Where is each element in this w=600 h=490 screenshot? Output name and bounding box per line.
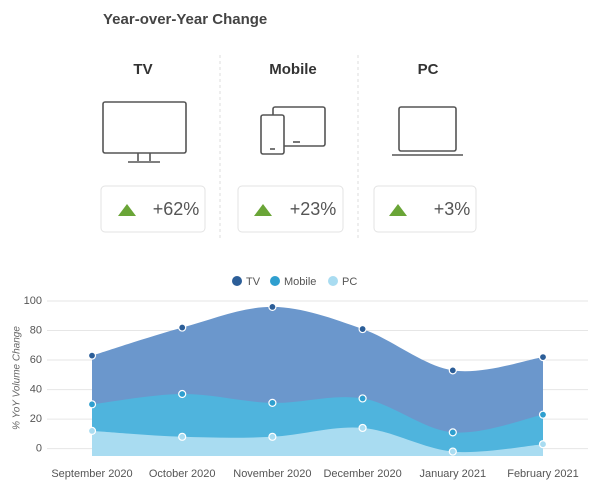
point bbox=[268, 302, 277, 312]
point bbox=[358, 423, 367, 433]
point bbox=[87, 400, 97, 409]
point bbox=[87, 351, 97, 360]
y-tick-label: 100 bbox=[24, 295, 42, 307]
x-tick-label: November 2020 bbox=[233, 468, 311, 480]
point bbox=[448, 428, 457, 437]
card-label: PC bbox=[418, 61, 439, 78]
legend-label: Mobile bbox=[284, 276, 316, 288]
point bbox=[538, 352, 548, 362]
card-label: TV bbox=[133, 61, 152, 78]
point bbox=[178, 323, 187, 332]
laptop-icon bbox=[392, 106, 463, 156]
point bbox=[268, 398, 277, 407]
page-title: Year-over-Year Change bbox=[103, 11, 267, 28]
point bbox=[538, 410, 548, 419]
point bbox=[358, 394, 367, 403]
x-tick-label: September 2020 bbox=[51, 468, 132, 480]
point bbox=[448, 447, 457, 456]
x-tick-label: October 2020 bbox=[149, 468, 216, 480]
change-value: +62% bbox=[153, 199, 200, 219]
legend-label: TV bbox=[246, 276, 261, 288]
x-tick-label: January 2021 bbox=[419, 468, 486, 480]
change-value: +3% bbox=[434, 199, 471, 219]
x-tick-label: December 2020 bbox=[323, 468, 401, 480]
mobile-icon bbox=[260, 106, 326, 155]
legend-label: PC bbox=[342, 276, 357, 288]
point bbox=[358, 324, 367, 334]
y-tick-label: 40 bbox=[30, 383, 42, 395]
change-card: +3% bbox=[373, 185, 477, 233]
legend-swatch bbox=[270, 276, 280, 286]
area bbox=[92, 427, 543, 456]
legend-swatch bbox=[328, 276, 338, 286]
point bbox=[538, 440, 548, 449]
card-label: Mobile bbox=[269, 61, 317, 78]
y-tick-label: 60 bbox=[30, 354, 42, 366]
y-tick-label: 80 bbox=[30, 324, 42, 336]
point bbox=[448, 366, 457, 375]
point bbox=[268, 432, 277, 441]
x-tick-label: February 2021 bbox=[507, 468, 579, 480]
point bbox=[87, 426, 97, 436]
tv-icon bbox=[102, 101, 187, 163]
y-tick-label: 0 bbox=[36, 443, 42, 455]
change-card: +23% bbox=[237, 185, 344, 233]
y-axis-label: % YoY Volume Change bbox=[12, 326, 23, 430]
change-value: +23% bbox=[290, 199, 337, 219]
point bbox=[178, 432, 187, 441]
y-tick-label: 20 bbox=[30, 413, 42, 425]
legend-swatch bbox=[232, 276, 242, 286]
point bbox=[178, 389, 187, 399]
change-card: +62% bbox=[100, 185, 206, 233]
